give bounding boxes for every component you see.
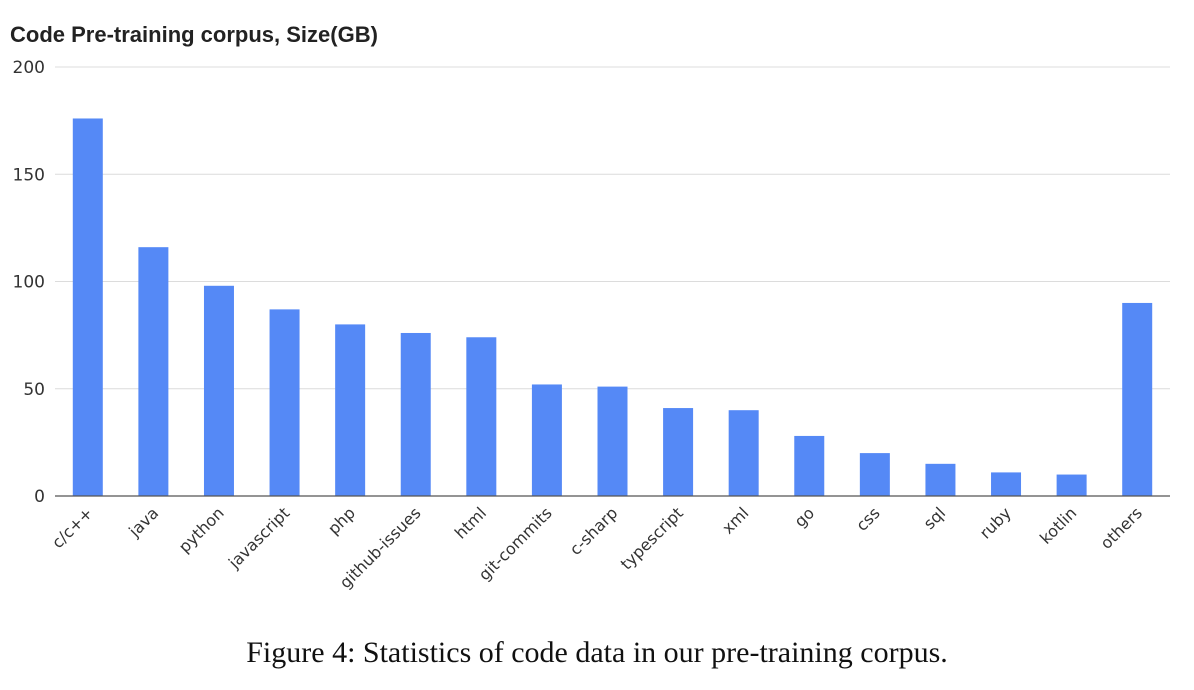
x-tick-label: c/c++ xyxy=(48,503,97,552)
y-tick-label: 100 xyxy=(13,273,45,293)
y-tick-label: 50 xyxy=(23,380,45,400)
y-tick-label: 200 xyxy=(13,58,45,78)
x-tick-label: php xyxy=(324,503,359,538)
bar-kotlin xyxy=(1056,474,1087,496)
bar-git-commits xyxy=(531,384,562,496)
bar-go xyxy=(794,435,825,496)
x-tick-label: xml xyxy=(718,503,752,537)
bar-c/c++ xyxy=(72,118,103,496)
x-tick-label: ruby xyxy=(976,503,1015,542)
x-tick-label: css xyxy=(852,503,883,534)
bar-php xyxy=(335,324,366,496)
bar-xml xyxy=(728,410,759,496)
y-tick-label: 0 xyxy=(34,487,45,507)
x-tick-label: html xyxy=(451,503,490,542)
x-tick-label: java xyxy=(124,503,162,541)
bar-sql xyxy=(925,463,956,496)
y-tick-label: 150 xyxy=(13,165,45,185)
x-tick-label: python xyxy=(175,503,228,556)
bar-github-issues xyxy=(400,332,431,496)
x-tick-label: c-sharp xyxy=(566,503,622,559)
bar-c-sharp xyxy=(597,386,628,496)
bar-others xyxy=(1122,302,1153,496)
x-tick-label: sql xyxy=(920,503,950,533)
chart-title: Code Pre-training corpus, Size(GB) xyxy=(10,22,378,47)
bar-python xyxy=(203,285,234,496)
bar-chart: Code Pre-training corpus, Size(GB) 0 50 10… xyxy=(10,22,1170,592)
x-tick-label: kotlin xyxy=(1036,503,1080,547)
bar-java xyxy=(138,247,169,496)
bar-javascript xyxy=(269,309,300,496)
x-tick-label: others xyxy=(1097,503,1146,552)
bar-html xyxy=(466,337,497,496)
x-tick-label: go xyxy=(791,503,819,531)
bar-typescript xyxy=(663,408,694,496)
bar-ruby xyxy=(991,472,1022,496)
x-tick-label: typescript xyxy=(617,503,687,573)
x-tick-label: javascript xyxy=(224,503,293,572)
bar-css xyxy=(859,453,890,496)
figure-caption: Figure 4: Statistics of code data in our… xyxy=(246,636,948,669)
